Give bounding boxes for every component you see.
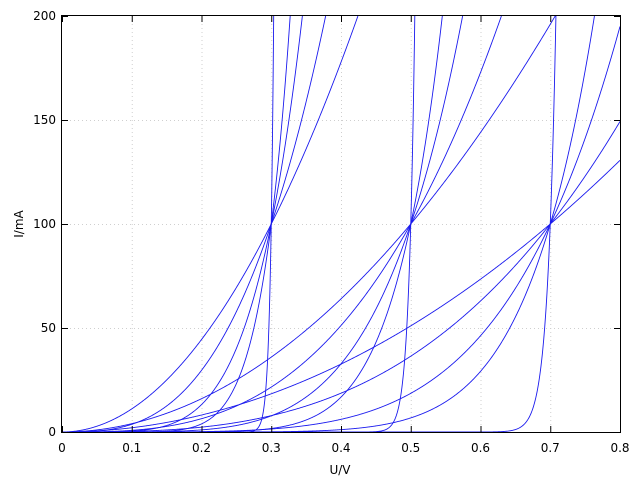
y-tick-label: 50: [41, 321, 56, 335]
y-tick-label: 100: [33, 217, 56, 231]
plot-frame: [61, 15, 621, 433]
x-axis-label: U/V: [329, 463, 351, 477]
iv-curve: [62, 15, 443, 433]
x-tick-label: 0.5: [401, 441, 420, 455]
x-tick-label: 0.6: [471, 441, 490, 455]
y-tick-label: 0: [48, 425, 56, 439]
grid-lines: [62, 16, 620, 432]
y-tick-label: 150: [33, 113, 56, 127]
x-tick-label: 0.3: [262, 441, 281, 455]
x-tick-label: 0.1: [122, 441, 141, 455]
iv-curve: [62, 160, 621, 433]
x-tick-label: 0.4: [331, 441, 350, 455]
iv-curve: [62, 26, 621, 433]
iv-curve: [62, 15, 502, 433]
iv-curve: [62, 121, 621, 433]
x-tick-label: 0.2: [192, 441, 211, 455]
y-axis-label: I/mA: [12, 209, 26, 237]
y-tick-label: 200: [33, 9, 56, 23]
x-tick-label: 0: [58, 441, 66, 455]
x-tick-label: 0.8: [610, 441, 629, 455]
iv-curve: [62, 15, 556, 433]
iv-curve: [62, 15, 359, 433]
x-tick-label: 0.7: [541, 441, 560, 455]
axis-ticks: 0 0.1 0.2 0.3 0.4 0.5 0.6 0.7 0.8 0 50 100 150 200: [33, 9, 629, 455]
